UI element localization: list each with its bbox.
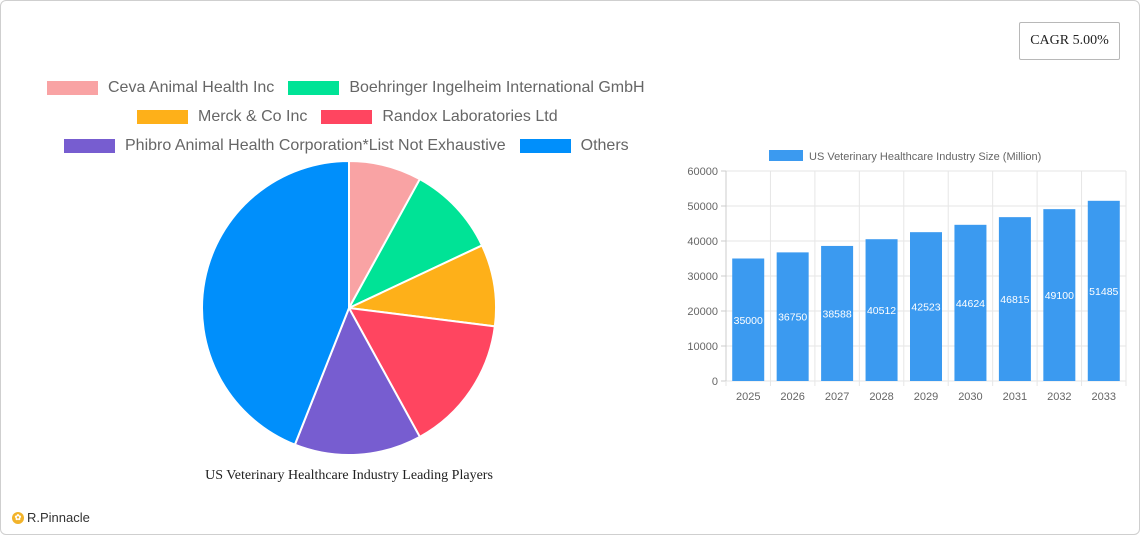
legend-label: Ceva Animal Health Inc [108,79,275,96]
pie-legend-item[interactable]: Phibro Animal Health Corporation*List No… [64,137,506,155]
pie-legend-row-1: Ceva Animal Health Inc Boehringer Ingelh… [47,79,659,97]
pie-legend-item[interactable]: Ceva Animal Health Inc [47,79,274,97]
legend-swatch [64,139,115,153]
y-tick-label: 50000 [687,201,718,213]
pie-slice[interactable] [347,306,496,439]
bar-data-label: 51485 [1089,286,1118,298]
bar[interactable] [998,217,1031,381]
legend-label: Merck & Co Inc [198,108,308,125]
pie-legend-item[interactable]: Merck & Co Inc [137,108,307,126]
bar-data-label: 38588 [823,308,852,320]
bar[interactable] [732,258,765,382]
legend-swatch [47,81,98,95]
legend-swatch [519,139,571,153]
legend-swatch [137,110,188,124]
pie-legend-item[interactable]: Others [519,137,629,155]
pie-slice[interactable] [201,161,350,446]
legend-label: Others [580,137,629,154]
pie-chart [201,161,497,456]
x-tick-label: 2027 [825,391,849,403]
bar-data-label: 35000 [734,315,763,327]
pie-legend-row-3: Phibro Animal Health Corporation*List No… [64,137,643,155]
bar[interactable] [1087,200,1120,381]
bar-legend[interactable]: US Veterinary Healthcare Industry Size (… [769,150,1041,163]
x-tick-label: 2025 [736,391,760,403]
bar[interactable] [954,224,987,381]
bar-data-label: 42523 [911,302,940,314]
x-tick-label: 2029 [914,391,938,403]
y-tick-label: 10000 [687,341,718,353]
legend-swatch [288,81,340,95]
bar-data-label: 46815 [1000,294,1029,306]
y-tick-label: 0 [712,376,718,388]
x-tick-label: 2026 [780,391,804,403]
x-tick-label: 2030 [958,391,982,403]
y-tick-label: 60000 [687,166,718,178]
legend-label: Boehringer Ingelheim International GmbH [349,79,645,96]
brand-logo: ✿ R.Pinnacle [12,510,90,525]
legend-label: Phibro Animal Health Corporation*List No… [125,137,506,154]
bar-data-label: 44624 [956,298,985,310]
x-tick-label: 2028 [869,391,893,403]
bar[interactable] [1043,209,1076,381]
x-tick-label: 2033 [1092,391,1116,403]
y-tick-label: 20000 [687,306,718,318]
bar[interactable] [865,239,898,381]
pie-slice[interactable] [345,244,497,328]
brand-name: R.Pinnacle [27,510,90,525]
bar-chart: US Veterinary Healthcare Industry Size (… [687,150,1127,403]
x-tick-label: 2031 [1003,391,1027,403]
pie-chart-title: US Veterinary Healthcare Industry Leadin… [205,468,493,483]
pie-slice[interactable] [346,177,484,311]
pie-slice[interactable] [293,305,422,456]
bar-data-label: 36750 [778,312,807,324]
y-tick-label: 40000 [687,236,718,248]
cagr-badge: CAGR 5.00% [1019,22,1120,60]
x-tick-label: 2032 [1047,391,1071,403]
bar[interactable] [776,252,809,381]
bar-data-label: 40512 [867,305,896,317]
pie-legend-row-2: Merck & Co Inc Randox Laboratories Ltd [137,108,572,126]
bar[interactable] [910,232,942,381]
pie-legend-item[interactable]: Boehringer Ingelheim International GmbH [288,79,645,97]
bar-legend-label: US Veterinary Healthcare Industry Size (… [809,151,1041,163]
bar-legend-swatch [769,150,803,161]
legend-label: Randox Laboratories Ltd [382,108,558,125]
pie-legend-item[interactable]: Randox Laboratories Ltd [321,108,558,126]
y-tick-label: 30000 [687,271,718,283]
brand-icon: ✿ [12,511,24,524]
legend-swatch [321,110,373,124]
bar[interactable] [821,245,854,381]
cagr-label: CAGR 5.00% [1030,33,1109,48]
bar-data-label: 49100 [1045,290,1074,302]
